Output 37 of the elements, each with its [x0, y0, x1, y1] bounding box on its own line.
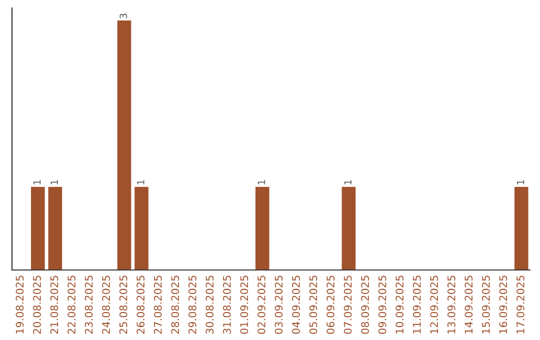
x-tick-label: 17.09.2025 [516, 276, 524, 334]
data-label: 1 [344, 180, 352, 184]
x-tick-label: 05.09.2025 [309, 276, 318, 334]
x-tick-label: 04.09.2025 [292, 276, 300, 334]
x-tick-label: 10.09.2025 [396, 276, 404, 334]
x-tick-label: 01.09.2025 [240, 276, 248, 334]
data-label: 3 [120, 14, 128, 18]
x-tick-label: 20.08.2025 [33, 276, 41, 334]
x-tick-label: 21.08.2025 [50, 276, 58, 334]
x-tick-label: 13.09.2025 [447, 276, 456, 334]
x-tick-label: 30.08.2025 [206, 276, 214, 334]
data-label: 1 [50, 180, 58, 184]
x-tick-label: 29.08.2025 [188, 276, 196, 334]
x-tick-label: 26.08.2025 [136, 276, 145, 334]
x-tick-label: 14.09.2025 [464, 276, 473, 334]
data-label: 1 [33, 180, 41, 184]
x-tick-label: 23.08.2025 [84, 276, 93, 334]
x-tick-label: 22.08.2025 [68, 276, 76, 334]
x-tick-label: 27.08.2025 [154, 276, 162, 334]
x-tick-label: 03.09.2025 [274, 276, 283, 334]
x-tick-label: 08.09.2025 [361, 276, 369, 334]
data-label: 1 [258, 180, 266, 184]
x-tick-label: 11.09.2025 [412, 276, 421, 334]
x-tick-label: 28.08.2025 [171, 276, 180, 334]
x-tick-label: 09.09.2025 [378, 276, 386, 334]
x-tick-label: 02.09.2025 [258, 276, 266, 334]
x-tick-label: 24.08.2025 [102, 276, 110, 334]
x-tick-label: 07.09.2025 [344, 276, 352, 334]
data-label: 1 [516, 180, 524, 184]
x-tick-label: 06.09.2025 [326, 276, 334, 334]
x-tick-label: 12.09.2025 [430, 276, 438, 334]
x-tick-label: 31.08.2025 [222, 276, 231, 334]
x-tick-label: 16.09.2025 [499, 276, 508, 334]
x-tick-label: 25.08.2025 [119, 276, 128, 334]
x-tick-label: 15.09.2025 [482, 276, 490, 334]
data-label: 1 [137, 180, 144, 184]
x-tick-label: 19.08.2025 [16, 276, 24, 334]
